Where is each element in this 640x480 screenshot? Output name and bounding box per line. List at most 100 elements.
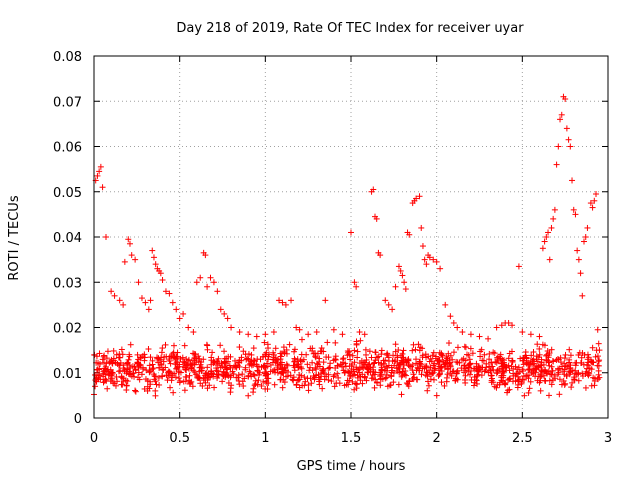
data-point-noise [279,384,286,391]
data-point-noise [488,372,495,379]
data-point-noise [150,365,157,372]
data-point-noise [419,345,426,352]
data-point-noise [584,356,591,363]
data-point [437,265,444,272]
data-point-noise [453,370,460,377]
data-point-noise [431,367,438,374]
data-point-noise [571,376,578,383]
data-point [553,161,560,168]
data-point-noise [134,351,141,358]
data-point-noise [461,369,468,376]
data-point [370,186,377,193]
data-point-noise [187,379,194,386]
data-point-noise [283,373,290,380]
data-point-noise [174,349,181,356]
data-point-noise [429,352,436,359]
data-point-noise [566,346,573,353]
x-tick-label: 1 [261,431,269,446]
data-point-noise [382,367,389,374]
data-point-noise [153,381,160,388]
data-point-noise [320,369,327,376]
data-point-noise [581,351,588,358]
data-point-noise [283,361,290,368]
data-point-noise [566,359,573,366]
data-point-noise [156,356,163,363]
data-point-noise [263,360,270,367]
data-point-noise [529,357,536,364]
data-point-noise [466,364,473,371]
data-point-noise [494,368,501,375]
data-point-noise [250,371,257,378]
data-point-noise [174,364,181,371]
data-point-noise [272,345,279,352]
data-point-noise [281,379,288,386]
data-point-noise [588,358,595,365]
data-point-noise [208,354,215,361]
data-point-noise [379,376,386,383]
data-point-noise [527,361,534,368]
data-point-noise [215,371,222,378]
data-point-noise [123,370,130,377]
data-point-noise [575,377,582,384]
data-point-noise [103,360,110,367]
data-point-noise [277,353,284,360]
data-point-noise [519,366,526,373]
data-point-noise [258,382,265,389]
data-point-noise [220,368,227,375]
data-point-noise [471,382,478,389]
data-point-noise [227,364,234,371]
data-point-noise [428,370,435,377]
data-point-noise [139,366,146,373]
data-point-noise [256,371,263,378]
data-point-noise [328,378,335,385]
data-point [276,297,283,304]
data-point [116,297,123,304]
data-point-noise [184,361,191,368]
data-point-noise [191,357,198,364]
data-point-noise [428,358,435,365]
data-point-noise [186,377,193,384]
data-point-noise [283,367,290,374]
data-point-noise [362,346,369,353]
data-point-noise [366,348,373,355]
data-point [575,256,582,263]
data-point-noise [412,346,419,353]
data-point-noise [149,357,156,364]
data-point [589,204,596,211]
data-point-noise [319,367,326,374]
data-point-noise [279,364,286,371]
data-point-noise [92,383,99,390]
data-point-noise [562,362,569,369]
data-point-noise [505,355,512,362]
data-point [569,177,576,184]
data-point-noise [390,379,397,386]
data-point [293,324,300,331]
data-point-noise [251,382,258,389]
data-point-noise [454,367,461,374]
data-point-noise [324,339,331,346]
data-point-noise [325,377,332,384]
data-point-noise [414,376,421,383]
data-point [395,263,402,270]
data-point [548,224,555,231]
data-point-noise [515,364,522,371]
data-point [450,319,457,326]
data-point-noise [197,364,204,371]
data-point-noise [309,345,316,352]
data-point [382,297,389,304]
data-point-noise [448,372,455,379]
data-point [545,229,552,236]
data-point-noise [494,381,501,388]
data-point-noise [405,378,412,385]
data-point-noise [160,358,167,365]
data-point-noise [150,371,157,378]
data-point-noise [410,341,417,348]
data-point-noise [521,392,528,399]
data-point-noise [575,371,582,378]
data-point [99,184,106,191]
data-point [330,326,337,333]
data-point-noise [395,381,402,388]
data-point-noise [236,381,243,388]
data-point-noise [138,371,145,378]
